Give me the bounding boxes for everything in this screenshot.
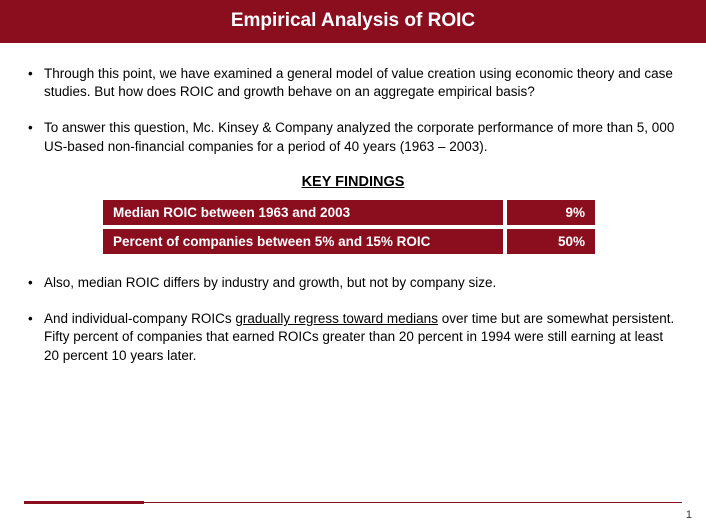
bullet-item: • To answer this question, Mc. Kinsey & … [28, 119, 678, 155]
slide-title: Empirical Analysis of ROIC [231, 10, 475, 31]
footer-divider-thin [144, 502, 682, 503]
page-number: 1 [686, 509, 692, 521]
finding-value: 9% [507, 200, 595, 225]
bullet-marker: • [28, 119, 44, 155]
bullet-marker: • [28, 310, 44, 365]
bullet-marker: • [28, 65, 44, 101]
finding-label: Median ROIC between 1963 and 2003 [103, 200, 503, 225]
bullet-text: Through this point, we have examined a g… [44, 65, 678, 101]
slide-content: • Through this point, we have examined a… [0, 43, 706, 365]
bullet-item: • And individual-company ROICs gradually… [28, 310, 678, 365]
slide-title-bar: Empirical Analysis of ROIC [0, 0, 706, 43]
bullet-item: • Through this point, we have examined a… [28, 65, 678, 101]
finding-row: Percent of companies between 5% and 15% … [103, 229, 603, 254]
bullet-text: And individual-company ROICs gradually r… [44, 310, 678, 365]
bullet-text: Also, median ROIC differs by industry an… [44, 274, 678, 292]
key-findings-heading: KEY FINDINGS [28, 174, 678, 190]
key-findings-table: Median ROIC between 1963 and 2003 9% Per… [103, 200, 603, 254]
finding-row: Median ROIC between 1963 and 2003 9% [103, 200, 603, 225]
bullet-item: • Also, median ROIC differs by industry … [28, 274, 678, 292]
finding-label: Percent of companies between 5% and 15% … [103, 229, 503, 254]
bullet-text: To answer this question, Mc. Kinsey & Co… [44, 119, 678, 155]
finding-value: 50% [507, 229, 595, 254]
footer-divider-thick [24, 501, 144, 504]
bullet-text-pre: And individual-company ROICs [44, 311, 235, 326]
bullet-text-underline: gradually regress toward medians [235, 311, 438, 326]
bullet-marker: • [28, 274, 44, 292]
